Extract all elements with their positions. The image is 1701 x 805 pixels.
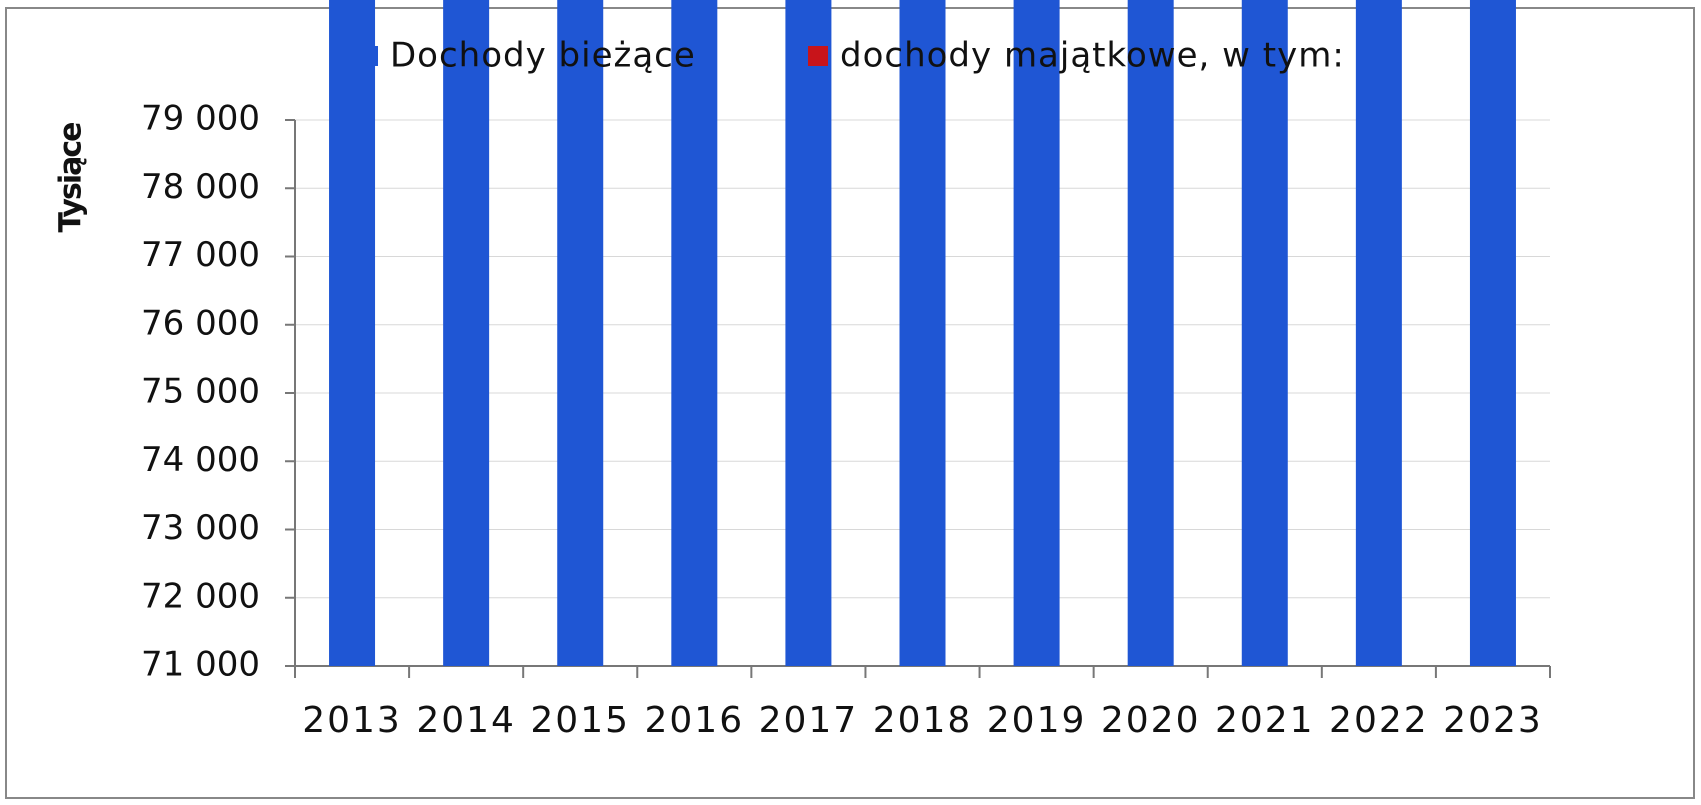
x-tick-label: 2023: [1443, 700, 1543, 741]
y-tick-label: 71 000: [141, 645, 260, 685]
x-tick-label: 2017: [759, 700, 859, 741]
y-tick-label: 79 000: [141, 99, 260, 139]
x-tick-label: 2016: [645, 700, 745, 741]
bar-segment: [671, 0, 718, 666]
bar-segment: [1127, 0, 1174, 666]
y-tick-label: 78 000: [141, 167, 260, 207]
bar-segment: [1241, 0, 1288, 666]
y-tick-label: 75 000: [141, 372, 260, 412]
bar-segment: [1355, 0, 1402, 666]
bar-segment: [1013, 0, 1060, 666]
x-tick-label: 2019: [987, 700, 1087, 741]
legend-label: dochody majątkowe, w tym:: [840, 36, 1345, 76]
legend-swatch: [358, 46, 378, 66]
x-tick-label: 2013: [302, 700, 402, 741]
x-tick-label: 2020: [1101, 700, 1201, 741]
legend-swatch: [808, 46, 828, 66]
x-tick-label: 2022: [1329, 700, 1429, 741]
y-axis-title: Tysiące: [54, 123, 89, 233]
bar-segment: [785, 0, 832, 666]
y-tick-label: 74 000: [141, 440, 260, 480]
bar-segment: [1469, 0, 1516, 666]
x-tick-label: 2014: [416, 700, 516, 741]
x-tick-label: 2021: [1215, 700, 1315, 741]
legend-label: Dochody bieżące: [390, 36, 696, 76]
x-tick-label: 2015: [530, 700, 630, 741]
bar-segment: [443, 0, 490, 666]
y-tick-label: 77 000: [141, 235, 260, 275]
y-tick-label: 72 000: [141, 576, 260, 616]
frame: [5, 7, 1695, 799]
x-tick-label: 2018: [873, 700, 973, 741]
bar-segment: [557, 0, 604, 666]
bar-segment: [329, 0, 376, 666]
y-tick-label: 76 000: [141, 303, 260, 343]
bar-segment: [899, 0, 946, 666]
y-tick-label: 73 000: [141, 508, 260, 548]
